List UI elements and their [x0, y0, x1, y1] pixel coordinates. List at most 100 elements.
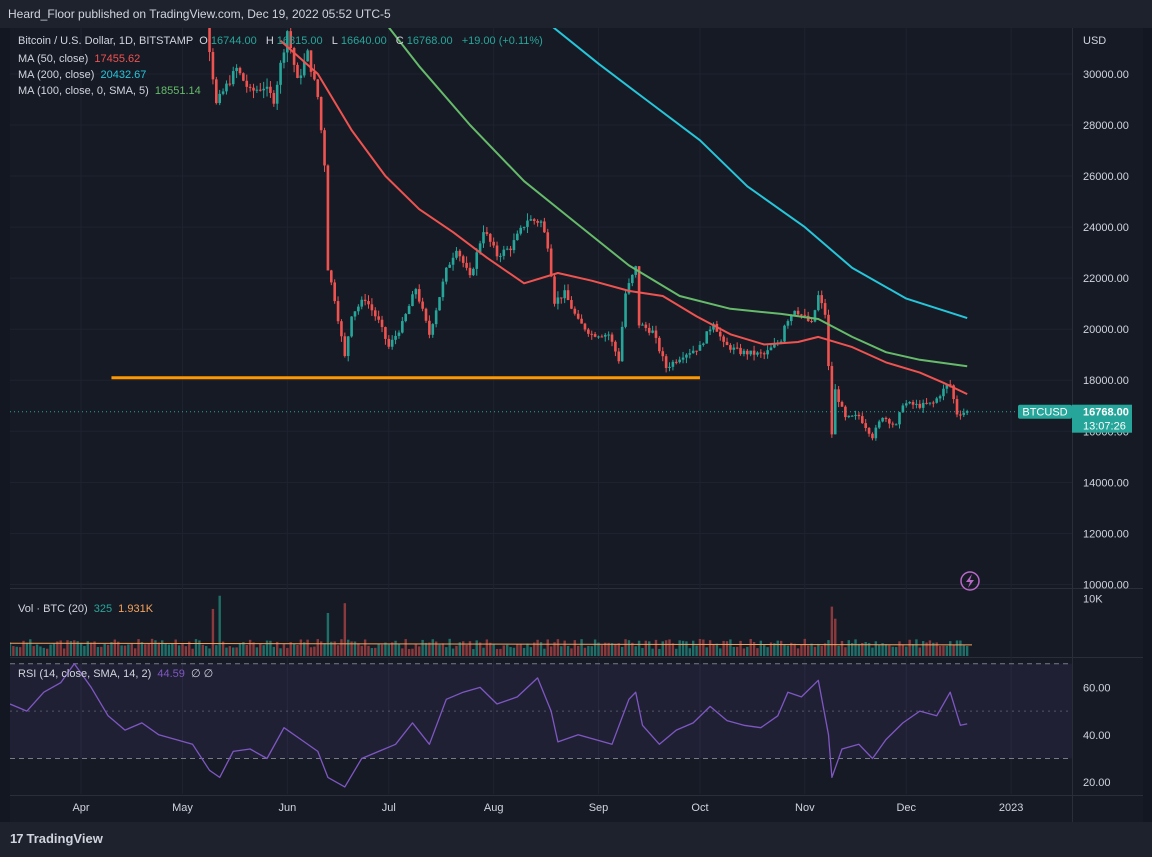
- volume-bar: [949, 641, 952, 656]
- volume-bar: [742, 648, 746, 656]
- candle-body: [833, 389, 837, 435]
- candle-body: [279, 62, 282, 85]
- candle-body: [742, 350, 746, 355]
- candle-body: [752, 350, 756, 355]
- volume-bar: [144, 644, 147, 656]
- volume-bar: [854, 639, 857, 656]
- volume-bar: [462, 641, 465, 656]
- candle-body: [614, 341, 617, 352]
- volume-bar: [286, 647, 289, 656]
- volume-bar: [590, 646, 593, 656]
- candle-body: [959, 414, 962, 416]
- volume-bar: [661, 641, 664, 656]
- volume-bar: [100, 646, 103, 656]
- tradingview-logo[interactable]: 17 TradingView: [10, 831, 103, 846]
- volume-bar: [925, 642, 928, 656]
- time-tick-label: 2023: [999, 802, 1023, 814]
- rsi-tick-label: 60.00: [1083, 682, 1111, 694]
- volume-bar: [593, 639, 597, 656]
- candle-body: [610, 334, 614, 342]
- volume-bar: [188, 641, 191, 656]
- candle-body: [563, 290, 566, 299]
- volume-bar: [888, 645, 891, 656]
- candle-body: [549, 248, 553, 277]
- candle-body: [390, 339, 394, 347]
- candle-body: [373, 310, 377, 317]
- volume-bar: [181, 643, 184, 656]
- price-tick-label: 30000.00: [1083, 69, 1129, 81]
- candle-body: [522, 226, 526, 228]
- volume-bar: [418, 646, 421, 656]
- volume-bar: [245, 645, 248, 656]
- volume-bar: [746, 646, 749, 656]
- candle-body: [367, 301, 370, 305]
- footer-bar: 17 TradingView: [0, 822, 1152, 857]
- volume-bar: [333, 641, 336, 656]
- volume-bar: [597, 642, 600, 656]
- volume-bar: [137, 639, 140, 656]
- chart-area[interactable]: 30000.00 28000.00 26000.00 24000.00 22000.00…: [10, 28, 1143, 822]
- price-tick-label: 10000.00: [1083, 579, 1129, 591]
- candle-body: [861, 416, 864, 424]
- volume-bar: [573, 640, 577, 656]
- volume-bar: [685, 641, 688, 656]
- candle-body: [718, 331, 722, 337]
- volume-bar: [691, 640, 695, 656]
- candle-body: [658, 337, 661, 352]
- volume-bar: [901, 644, 905, 656]
- candle-body: [444, 267, 448, 282]
- volume-bar: [272, 646, 276, 656]
- volume-bar: [15, 646, 18, 656]
- lightning-icon[interactable]: [960, 571, 980, 591]
- volume-bar: [806, 645, 810, 656]
- candle-body: [299, 75, 303, 78]
- volume-bar: [377, 643, 380, 656]
- candle-body: [306, 50, 309, 62]
- volume-bar: [35, 644, 39, 656]
- volume-bar: [441, 643, 445, 656]
- candle-body: [847, 415, 851, 418]
- candle-body: [769, 347, 773, 351]
- candle-body: [245, 80, 249, 87]
- candle-body: [627, 283, 631, 294]
- ma200-legend: MA (200, close) 20432.67: [18, 69, 147, 81]
- volume-bar: [431, 639, 434, 656]
- candle-body: [600, 336, 604, 338]
- volume-bar: [424, 642, 428, 656]
- candle-body: [505, 248, 509, 250]
- candle-body: [620, 326, 624, 362]
- volume-bar: [127, 644, 130, 656]
- volume-bar: [218, 595, 221, 656]
- candle-body: [286, 31, 289, 53]
- volume-bar: [25, 642, 29, 656]
- candle-body: [215, 79, 218, 104]
- candle-body: [384, 327, 387, 339]
- symbol-legend: Bitcoin / U.S. Dollar, 1D, BITSTAMP O 167…: [18, 35, 546, 47]
- volume-bar: [221, 641, 225, 656]
- candle-body: [864, 423, 867, 429]
- volume-bar: [49, 644, 52, 656]
- symbol-badge-label: BTCUSD: [1022, 407, 1067, 419]
- candle-body: [218, 93, 221, 104]
- chart-canvas[interactable]: 30000.00 28000.00 26000.00 24000.00 22000.00…: [10, 28, 1143, 822]
- rsi-tick-label: 20.00: [1083, 777, 1111, 789]
- volume-bar: [959, 640, 962, 656]
- candle-body: [850, 415, 854, 417]
- candle-body: [891, 423, 895, 425]
- candle-body: [732, 347, 736, 350]
- volume-bar: [786, 645, 790, 656]
- candle-body: [441, 281, 445, 298]
- volume-bar: [475, 640, 478, 656]
- candle-body: [661, 351, 665, 357]
- volume-bar: [705, 647, 708, 656]
- rsi-tick-label: 40.00: [1083, 730, 1111, 742]
- candle-body: [580, 318, 583, 324]
- volume-bar: [133, 648, 137, 656]
- volume-bar: [928, 640, 932, 656]
- candle-body: [918, 403, 922, 408]
- candle-body: [265, 86, 269, 89]
- candle-body: [952, 385, 955, 400]
- volume-bar: [73, 640, 76, 656]
- volume-bar: [52, 642, 56, 656]
- candle-body: [330, 270, 333, 283]
